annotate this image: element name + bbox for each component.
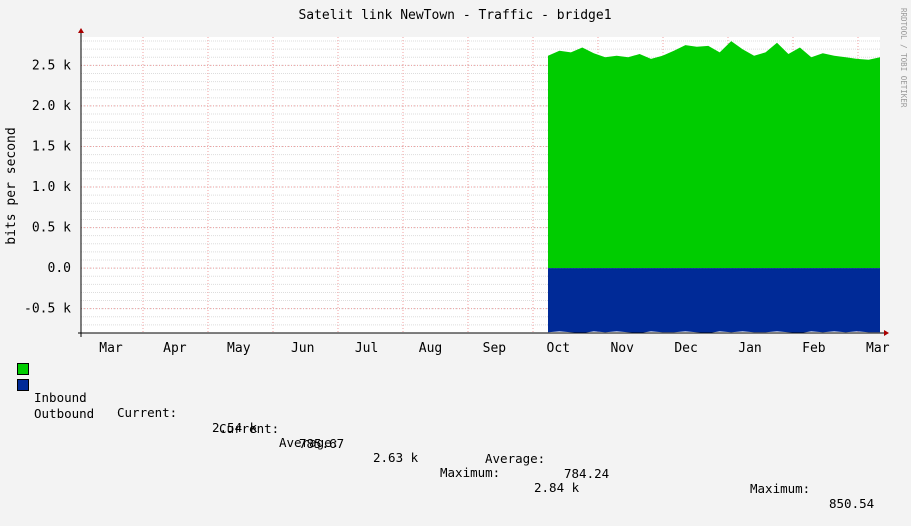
inbound-current-label: Current:: [117, 405, 178, 420]
y-tick-label: 2.0 k: [32, 99, 71, 114]
outbound-average-label: Average:: [485, 451, 546, 466]
inbound-maximum-value: 2.84 k: [534, 480, 580, 495]
y-tick-label: 1.0 k: [32, 180, 71, 195]
x-tick-label: May: [227, 341, 251, 356]
x-tick-label: Feb: [802, 341, 826, 356]
x-tick-labels: Mar Apr May Jun Jul Aug Sep Oct Nov Dec Jan Feb Mar: [99, 341, 889, 356]
inbound-average-value: 2.63 k: [373, 450, 419, 465]
outbound-swatch: [17, 379, 29, 391]
y-axis-arrow: [78, 28, 84, 33]
outbound-current-label: Current:: [219, 421, 280, 436]
y-axis-label: bits per second: [4, 127, 19, 244]
x-tick-label: Mar: [866, 341, 890, 356]
inbound-maximum-label: Maximum:: [440, 465, 501, 480]
axes: [78, 28, 889, 337]
outbound-maximum-value: 850.54: [829, 496, 875, 511]
x-tick-label: Nov: [610, 341, 634, 356]
x-tick-label: Apr: [163, 341, 187, 356]
x-tick-label: Jun: [291, 341, 314, 356]
x-tick-label: Aug: [419, 341, 442, 356]
outbound-current-value: 785.67: [299, 436, 345, 451]
outbound-average-value: 784.24: [564, 466, 610, 481]
x-tick-label: Dec: [674, 341, 697, 356]
y-tick-label: 0.5 k: [32, 221, 71, 236]
y-tick-label: -0.5 k: [24, 302, 71, 317]
traffic-chart: -0.5 k 0.0 0.5 k 1.0 k 1.5 k 2.0 k 2.5 k Mar Ap…: [4, 8, 908, 356]
inbound-swatch: [17, 363, 29, 375]
x-tick-label: Jul: [355, 341, 378, 356]
y-tick-label: 2.5 k: [32, 58, 71, 73]
x-tick-label: Mar: [99, 341, 123, 356]
y-tick-label: 1.5 k: [32, 139, 71, 154]
x-tick-label: Jan: [738, 341, 761, 356]
y-tick-labels: -0.5 k 0.0 0.5 k 1.0 k 1.5 k 2.0 k 2.5 k: [24, 58, 71, 316]
y-tick-label: 0.0: [48, 261, 71, 276]
outbound-name: Outbound: [34, 406, 95, 421]
data-areas: [548, 41, 880, 333]
inbound-area: [548, 41, 880, 269]
x-tick-label: Oct: [547, 341, 570, 356]
rrdtool-credit: RRDTOOL / TOBI OETIKER: [899, 8, 908, 108]
legend-outbound: Outbound Current: 785.67 Average: 784.24…: [17, 376, 874, 526]
outbound-area: [548, 268, 880, 333]
x-axis-arrow: [884, 330, 889, 336]
chart-title: Satelit link NewTown - Traffic - bridge1: [298, 8, 611, 23]
outbound-maximum-label: Maximum:: [750, 481, 811, 496]
x-tick-label: Sep: [483, 341, 507, 356]
